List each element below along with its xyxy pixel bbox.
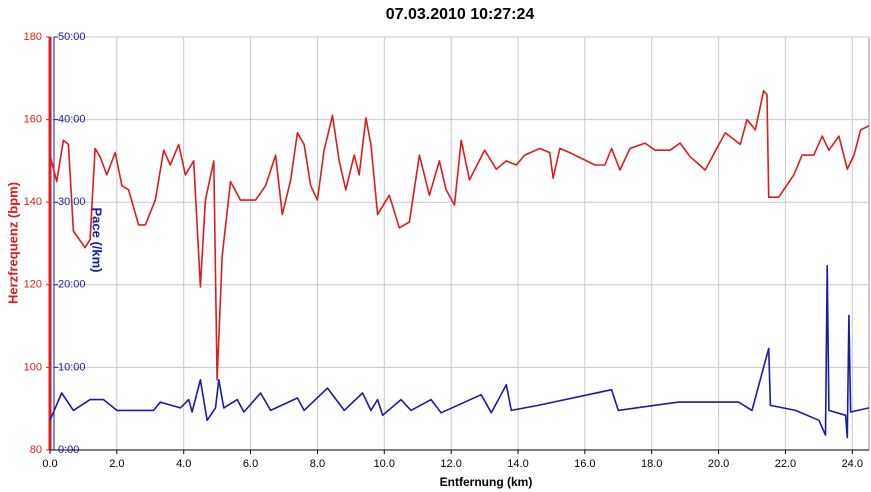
x-tick-label: 8.0 [310,458,325,470]
y-tick-label: 160 [24,114,42,126]
x-axis-label: Entfernung (km) [440,475,533,489]
y-tick-label: 180 [24,31,42,43]
plot-area [49,36,870,451]
y-tick-label: 80 [30,444,42,456]
series-line [49,89,870,381]
x-tick-label: 12.0 [440,458,461,470]
x-tick-label: 24.0 [842,458,863,470]
y2-tick-label: 50:00 [58,31,86,43]
y2-tick-label: 40:00 [58,114,86,126]
y2-tick-label: 20:00 [58,279,86,291]
series-line [49,265,870,439]
x-tick-label: 4.0 [176,458,191,470]
x-tick-label: 16.0 [574,458,595,470]
y2-axis-label: Pace (/km) [90,207,105,272]
x-tick-label: 18.0 [641,458,662,470]
chart-title: 07.03.2010 10:27:24 [386,6,535,23]
x-tick-label: 22.0 [775,458,796,470]
y-tick-label: 120 [24,279,42,291]
y2-tick-label: 10:00 [58,361,86,373]
x-tick-label: 2.0 [109,458,124,470]
x-tick-label: 20.0 [708,458,729,470]
y-axis-label: Herzfrequenz (bpm) [5,182,20,304]
x-tick-label: 0.0 [42,458,57,470]
x-tick-label: 14.0 [507,458,528,470]
x-tick-label: 6.0 [243,458,258,470]
x-tick-label: 10.0 [374,458,395,470]
y-tick-label: 140 [24,196,42,208]
y-tick-label: 100 [24,361,42,373]
